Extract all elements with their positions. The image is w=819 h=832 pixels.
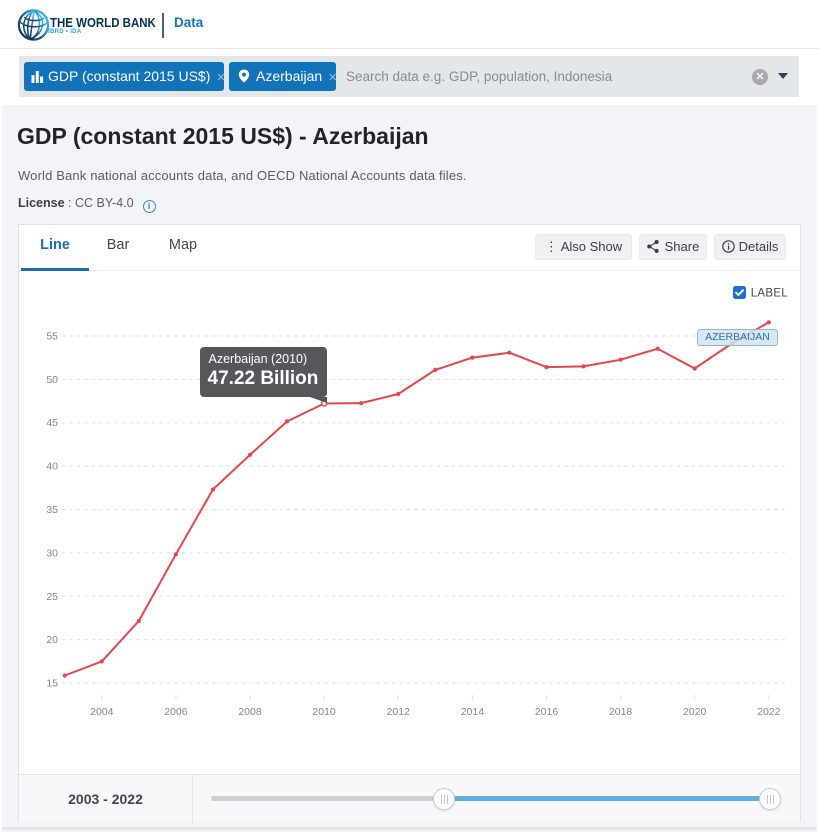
svg-text:2014: 2014 [461,706,485,718]
svg-text:2020: 2020 [683,706,707,718]
svg-text:40: 40 [46,461,58,473]
svg-text:2022: 2022 [757,706,781,718]
svg-text:2006: 2006 [164,706,188,718]
svg-text:2010: 2010 [312,706,336,718]
svg-text:45: 45 [46,417,58,429]
svg-text:15: 15 [46,678,58,690]
svg-text:2008: 2008 [238,706,262,718]
svg-text:55: 55 [46,331,58,343]
svg-text:2016: 2016 [535,706,559,718]
svg-text:50: 50 [46,374,58,386]
svg-text:25: 25 [46,591,58,603]
svg-text:35: 35 [46,504,58,516]
svg-text:2018: 2018 [609,706,633,718]
svg-text:20: 20 [46,634,58,646]
svg-text:2004: 2004 [90,706,114,718]
svg-text:30: 30 [46,547,58,559]
svg-text:2012: 2012 [387,706,411,718]
